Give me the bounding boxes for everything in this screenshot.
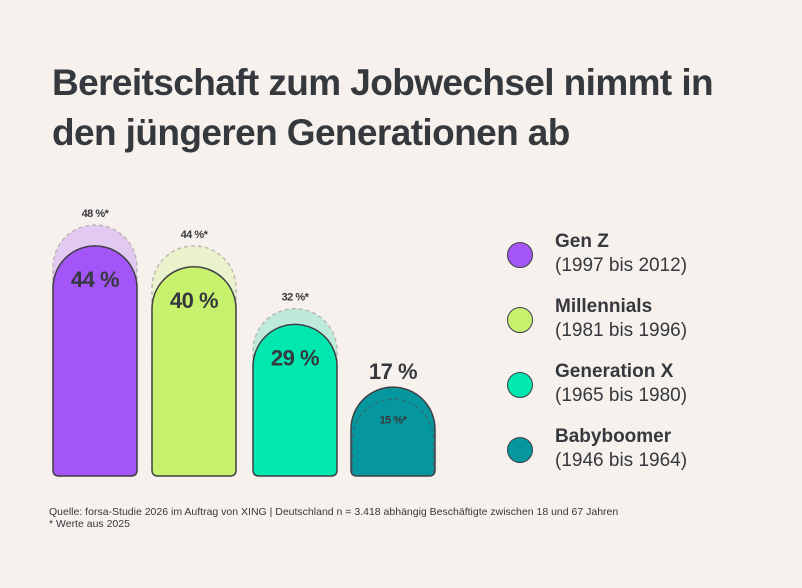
legend-years: (1965 bis 1980) [555,385,688,406]
legend-name: Generation X [555,361,674,382]
legend-years: (1946 bis 1964) [555,450,688,471]
footnote: Quelle: forsa-Studie 2026 im Auftrag von… [49,506,618,530]
legend-swatch-generation-x [507,372,533,398]
chart-title: Bereitschaft zum Jobwechsel nimmt in den… [52,62,714,153]
bar-value-label: 29 % [271,345,319,370]
bar-value-label: 17 % [369,359,417,384]
prior-year-label: 32 %* [282,292,310,304]
bar [350,386,436,477]
bar-value-label: 44 % [71,267,119,292]
legend-name: Millennials [555,296,653,317]
bar-value-label: 40 % [170,288,218,313]
legend-swatch-gen-z [507,242,533,268]
prior-year-label: 44 %* [181,229,209,241]
bar [252,323,338,477]
legend-years: (1997 bis 2012) [555,255,688,276]
bar [52,245,138,477]
source-note: Quelle: forsa-Studie 2026 im Auftrag von… [49,506,619,518]
legend-name: Gen Z [555,231,609,252]
prior-year-label: 48 %* [82,208,110,220]
prior-year-label: 15 %* [380,415,408,427]
bar [151,266,237,477]
legend-swatch-millennials [507,307,533,333]
legend-swatch-babyboomer [507,437,533,463]
legend-name: Babyboomer [555,426,672,447]
legend-years: (1981 bis 1996) [555,320,688,341]
asterisk-note: * Werte aus 2025 [49,518,130,530]
